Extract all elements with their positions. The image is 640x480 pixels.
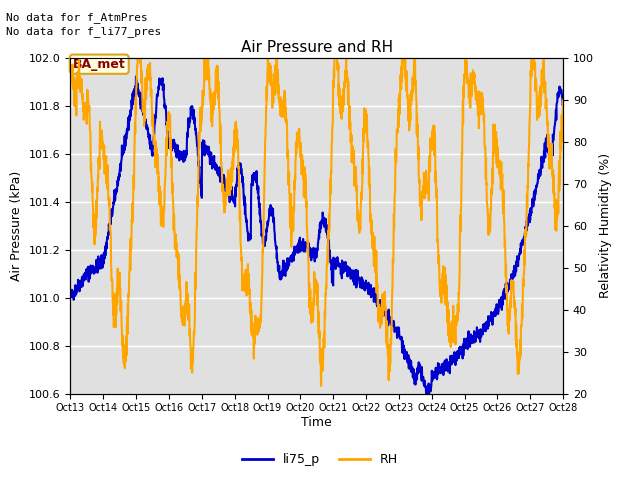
RH bbox=[92, 211, 100, 216]
RH bbox=[455, 292, 463, 298]
Y-axis label: Air Pressure (kPa): Air Pressure (kPa) bbox=[10, 170, 24, 281]
RH bbox=[307, 287, 314, 292]
li75_p bbox=[92, 265, 99, 271]
li75_p bbox=[559, 106, 567, 111]
li75_p bbox=[545, 155, 553, 160]
RH bbox=[545, 166, 553, 171]
li75_p bbox=[67, 293, 74, 299]
li75_p bbox=[455, 355, 463, 361]
Line: li75_p: li75_p bbox=[70, 76, 563, 394]
Text: No data for f_li77_pres: No data for f_li77_pres bbox=[6, 26, 162, 37]
RH bbox=[559, 109, 567, 115]
li75_p bbox=[132, 73, 140, 79]
X-axis label: Time: Time bbox=[301, 416, 332, 429]
RH bbox=[75, 55, 83, 60]
RH bbox=[67, 76, 74, 82]
li75_p bbox=[422, 391, 430, 396]
Text: BA_met: BA_met bbox=[73, 58, 125, 71]
RH bbox=[545, 149, 553, 155]
Title: Air Pressure and RH: Air Pressure and RH bbox=[241, 40, 393, 55]
li75_p bbox=[293, 243, 301, 249]
RH bbox=[317, 383, 325, 389]
Y-axis label: Relativity Humidity (%): Relativity Humidity (%) bbox=[600, 153, 612, 298]
RH bbox=[293, 144, 301, 150]
Text: No data for f_AtmPres: No data for f_AtmPres bbox=[6, 12, 148, 23]
Line: RH: RH bbox=[70, 58, 563, 386]
Legend: li75_p, RH: li75_p, RH bbox=[237, 448, 403, 471]
li75_p bbox=[545, 152, 553, 157]
li75_p bbox=[307, 250, 314, 256]
